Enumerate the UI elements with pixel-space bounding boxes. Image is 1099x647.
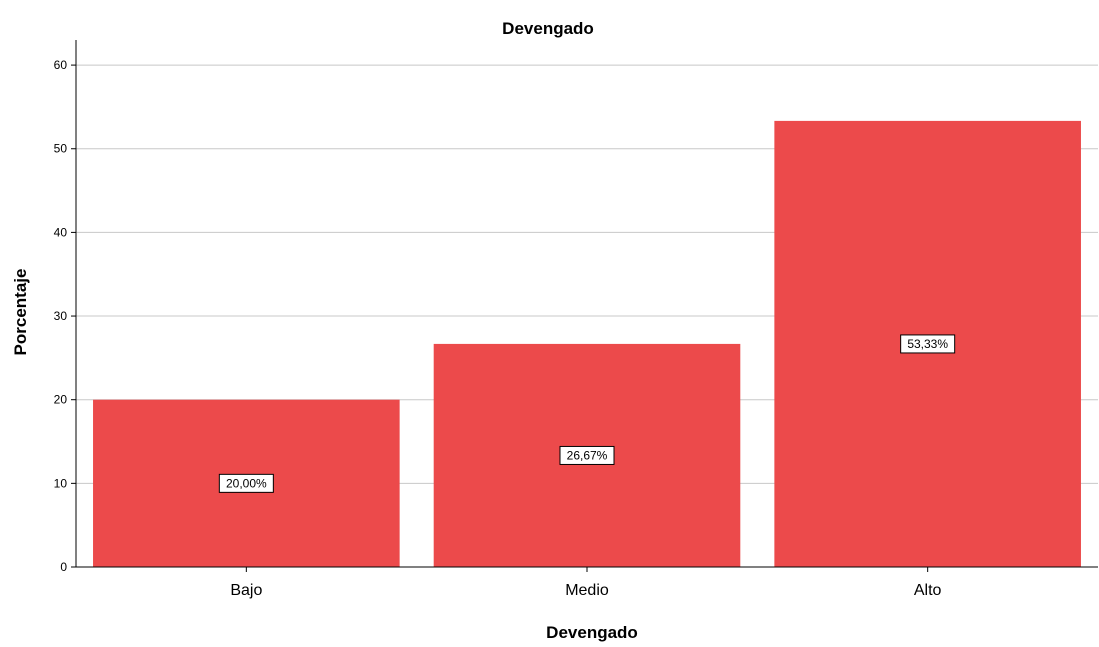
data-label: 53,33% [900,334,956,354]
x-axis-title: Devengado [546,623,638,642]
data-label-text: 20,00% [226,476,267,490]
data-label-box [218,473,274,493]
data-label-box [559,445,615,465]
data-label-text: 53,33% [907,337,948,351]
data-label-text: 26,67% [567,448,608,462]
chart-title: Devengado [502,19,594,38]
data-labels: 20,00% 26,67% 53,33% [218,334,956,493]
data-label-box [900,334,956,354]
x-tick-label: Bajo [230,582,262,599]
data-label: 26,67% [559,445,615,465]
y-axis-title: Porcentaje [11,269,30,356]
y-tick-label: 60 [54,58,68,72]
x-tick-label: Alto [914,582,942,599]
y-tick-label: 40 [54,225,68,239]
y-tick-label: 50 [54,142,68,156]
y-tick-label: 30 [54,309,68,323]
y-tick-label: 0 [60,560,67,574]
y-tick-label: 20 [54,393,68,407]
axes: 0 10 20 30 40 50 60 Bajo Medio Alto [54,40,1098,599]
data-label: 20,00% [218,473,274,493]
x-tick-label: Medio [565,582,609,599]
y-tick-label: 10 [54,476,68,490]
